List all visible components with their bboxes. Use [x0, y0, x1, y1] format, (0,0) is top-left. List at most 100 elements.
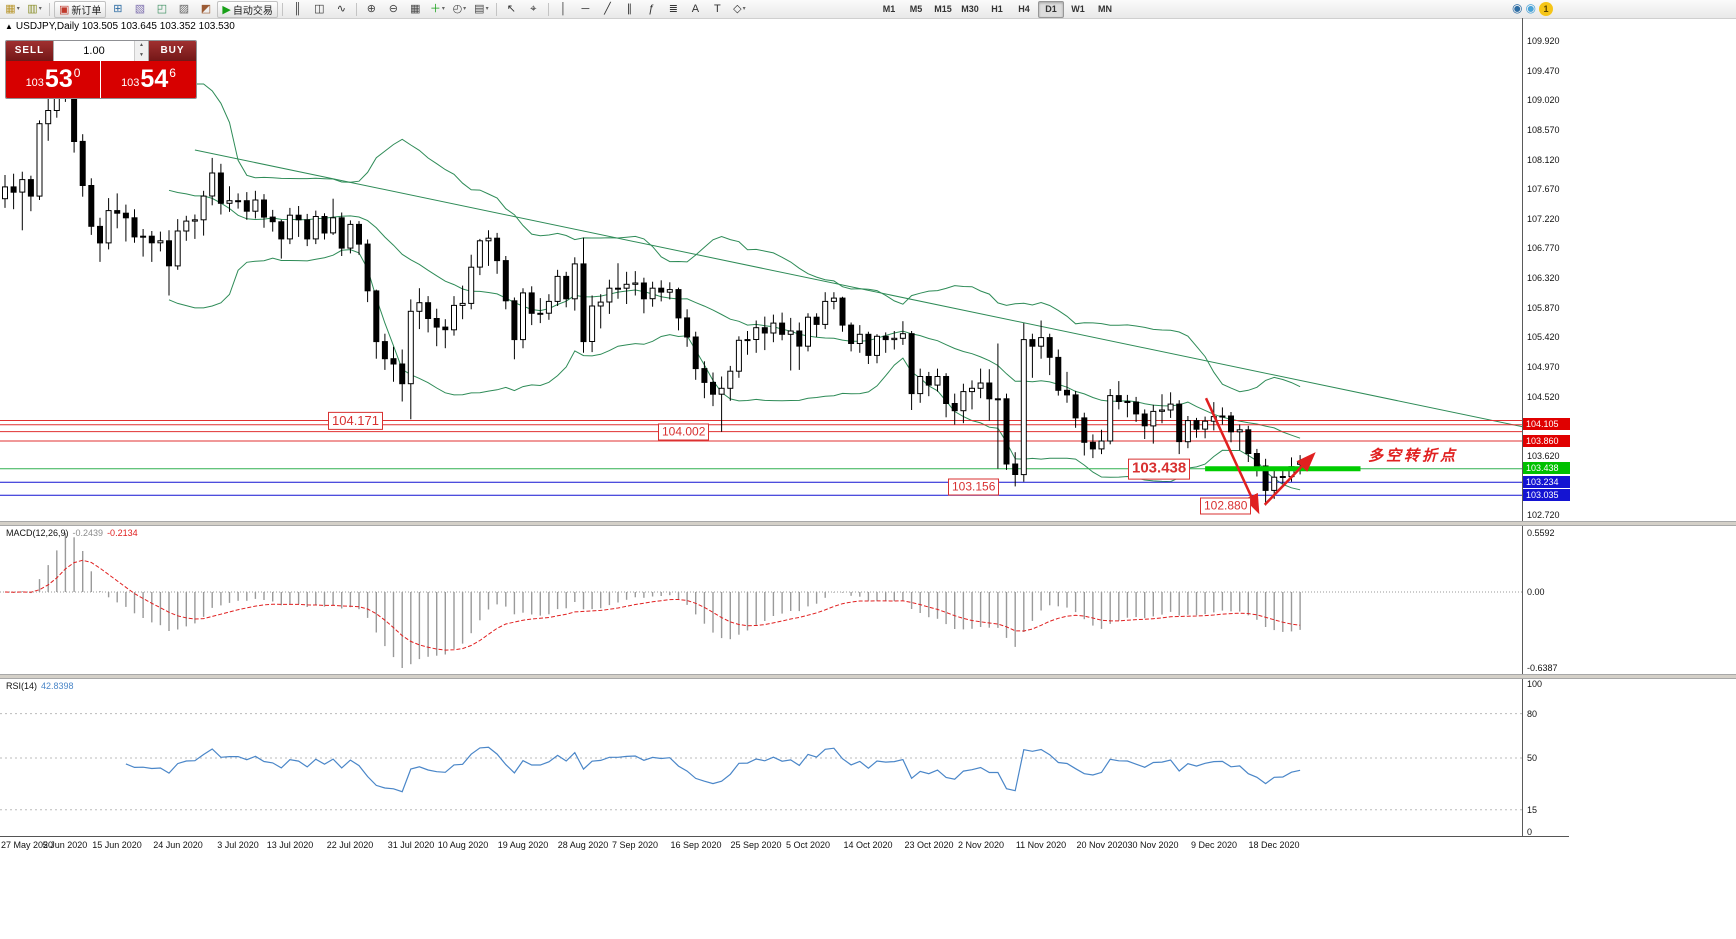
data-window-icon: ▧ [134, 2, 146, 15]
data-window-icon[interactable]: ▧ [129, 1, 150, 18]
new-chart-icon[interactable]: ▦ ▾ [2, 1, 23, 18]
volume-value[interactable]: 1.00 [83, 45, 105, 57]
arrows-icon: ◇ [733, 2, 742, 15]
date-label: 7 Sep 2020 [611, 840, 659, 850]
date-label: 3 Jul 2020 [217, 840, 259, 850]
date-axis[interactable]: 27 May 2020 5 Jun 2020 15 Jun 2020 24 Jun 2… [0, 836, 1569, 854]
timeframe-H4[interactable]: H4 [1018, 4, 1030, 14]
new-order-button[interactable]: ▣ 新订单 [54, 0, 107, 18]
price-tick: 108.570 [1527, 124, 1560, 135]
timeframe-toolbar: M1 M5 M15 M30 H1 H4 D1 W1 MN [876, 1, 1118, 18]
strategy-tester-icon[interactable]: ◩ [195, 1, 216, 18]
auto-trading-button[interactable]: ▶ 自动交易 [217, 0, 278, 18]
notification-badge[interactable]: 1 [1538, 1, 1553, 16]
support-resistance-label[interactable]: 102.880 [1200, 497, 1252, 514]
community-icon[interactable]: ◉ [1512, 1, 1523, 15]
tile-windows-icon: ▦ [410, 2, 421, 15]
horizontal-line-icon[interactable]: ─ [575, 1, 596, 18]
support-resistance-label[interactable]: 103.438 [1128, 458, 1191, 480]
one-click-collapse-icon[interactable]: ▲ [5, 22, 13, 31]
profiles-icon[interactable]: ▥ ▾ [24, 1, 45, 18]
macd-axis-label: 0.5592 [1527, 528, 1555, 538]
timeframe-D1[interactable]: D1 [1038, 1, 1064, 18]
panel-splitter[interactable] [0, 521, 1736, 526]
toolbar-separator [547, 2, 549, 16]
templates-icon[interactable]: ▤ ▾ [471, 1, 492, 18]
price-axis[interactable]: 109.920 109.470 109.020 108.570 108.120 107.6… [1523, 18, 1570, 521]
price-tick: 107.670 [1527, 184, 1560, 195]
support-resistance-label[interactable]: 103.156 [948, 478, 1000, 496]
trendline-icon[interactable]: ╱ [597, 1, 618, 18]
toolbar-separator [49, 2, 50, 16]
tile-windows-icon[interactable]: ▦ [405, 1, 426, 18]
timeframe-MN[interactable]: MN [1098, 4, 1112, 14]
candlestick-icon[interactable]: ◫ [309, 1, 330, 18]
market-watch-icon[interactable]: ⊞ [107, 1, 128, 18]
vertical-line-icon[interactable]: │ [553, 1, 574, 18]
support-resistance-label[interactable]: 104.171 [328, 411, 383, 430]
volume-up-icon[interactable]: ▲ [135, 41, 148, 51]
terminal-icon[interactable]: ▨ [173, 1, 194, 18]
chevron-down-icon: ▾ [441, 5, 445, 12]
turning-point-annotation[interactable]: 多空转折点 [1368, 447, 1459, 465]
crosshair-icon[interactable]: ⌖ [523, 1, 544, 18]
chat-icon[interactable]: ◉ [1525, 1, 1536, 15]
zoom-in-icon: ⊕ [366, 2, 376, 15]
terminal-icon: ▨ [178, 2, 190, 15]
date-label: 25 Sep 2020 [730, 840, 782, 850]
date-label: 27 May 2020 [1, 840, 54, 850]
timeframe-M15[interactable]: M15 [934, 4, 952, 14]
macd-label: MACD(12,26,9) -0.2439 -0.2134 [6, 528, 138, 538]
sell-price[interactable]: 103 53 0 [6, 61, 101, 98]
arrows-icon[interactable]: ◇ ▾ [729, 1, 750, 18]
timeframe-M5[interactable]: M5 [909, 4, 923, 14]
volume-field[interactable]: 1.00 ▲ ▼ [53, 41, 149, 61]
rsi-axis-label: 80 [1527, 708, 1538, 719]
market-watch-icon: ⊞ [113, 2, 123, 15]
rsi-panel-surface[interactable] [0, 677, 1522, 836]
bar-chart-icon[interactable]: ║ [287, 1, 308, 18]
line-chart-icon[interactable]: ∿ [331, 1, 352, 18]
buy-price[interactable]: 103 54 6 [101, 61, 196, 98]
rsi-axis[interactable]: 100 80 50 15 0 [1523, 677, 1569, 837]
support-resistance-label[interactable]: 104.002 [658, 423, 710, 441]
macd-panel-surface[interactable] [0, 524, 1522, 674]
timeframe-H1[interactable]: H1 [991, 4, 1003, 14]
date-label: 10 Aug 2020 [437, 840, 489, 850]
toolbar-right-icons: ◉ ◉ 1 [1512, 1, 1553, 16]
date-label: 13 Jul 2020 [266, 840, 314, 850]
fibonacci-icon[interactable]: ƒ [641, 1, 662, 18]
shapes-icon[interactable]: ≣ [663, 1, 684, 18]
sell-button[interactable]: SELL [6, 41, 53, 61]
timeframe-M30[interactable]: M30 [961, 4, 979, 14]
price-line-tag: 103.234 [1523, 475, 1570, 488]
date-label: 23 Oct 2020 [904, 840, 954, 850]
macd-axis-label: -0.6387 [1527, 663, 1558, 673]
indicators-icon[interactable]: ＋ ▾ [427, 1, 448, 18]
zoom-in-icon[interactable]: ⊕ [361, 1, 382, 18]
channel-icon[interactable]: ∥ [619, 1, 640, 18]
volume-down-icon[interactable]: ▼ [135, 51, 148, 61]
cursor-icon[interactable]: ↖ [501, 1, 522, 18]
date-label: 15 Jun 2020 [92, 840, 142, 850]
periods-icon[interactable]: ◴ ▾ [449, 1, 470, 18]
vertical-line-icon: │ [559, 2, 567, 15]
zoom-out-icon[interactable]: ⊖ [383, 1, 404, 18]
main-chart-surface[interactable] [0, 18, 1522, 521]
navigator-icon[interactable]: ◰ [151, 1, 172, 18]
timeframe-W1[interactable]: W1 [1071, 4, 1085, 14]
macd-axis[interactable]: 0.5592 0.00 -0.6387 [1523, 524, 1569, 674]
panel-splitter[interactable] [0, 674, 1736, 679]
bid-pip-digit: 0 [73, 65, 81, 80]
price-tick: 104.970 [1527, 361, 1560, 372]
indicators-icon: ＋ [429, 2, 441, 15]
date-label: 5 Jun 2020 [42, 840, 88, 850]
text-icon[interactable]: A [685, 1, 706, 18]
text-label-icon[interactable]: T [707, 1, 728, 18]
ask-pip-digit: 6 [169, 65, 176, 80]
timeframe-M1[interactable]: M1 [882, 4, 896, 14]
buy-button[interactable]: BUY [149, 41, 196, 61]
rsi-axis-label: 15 [1527, 804, 1538, 815]
navigator-icon: ◰ [156, 2, 168, 15]
date-label: 19 Aug 2020 [497, 840, 549, 850]
